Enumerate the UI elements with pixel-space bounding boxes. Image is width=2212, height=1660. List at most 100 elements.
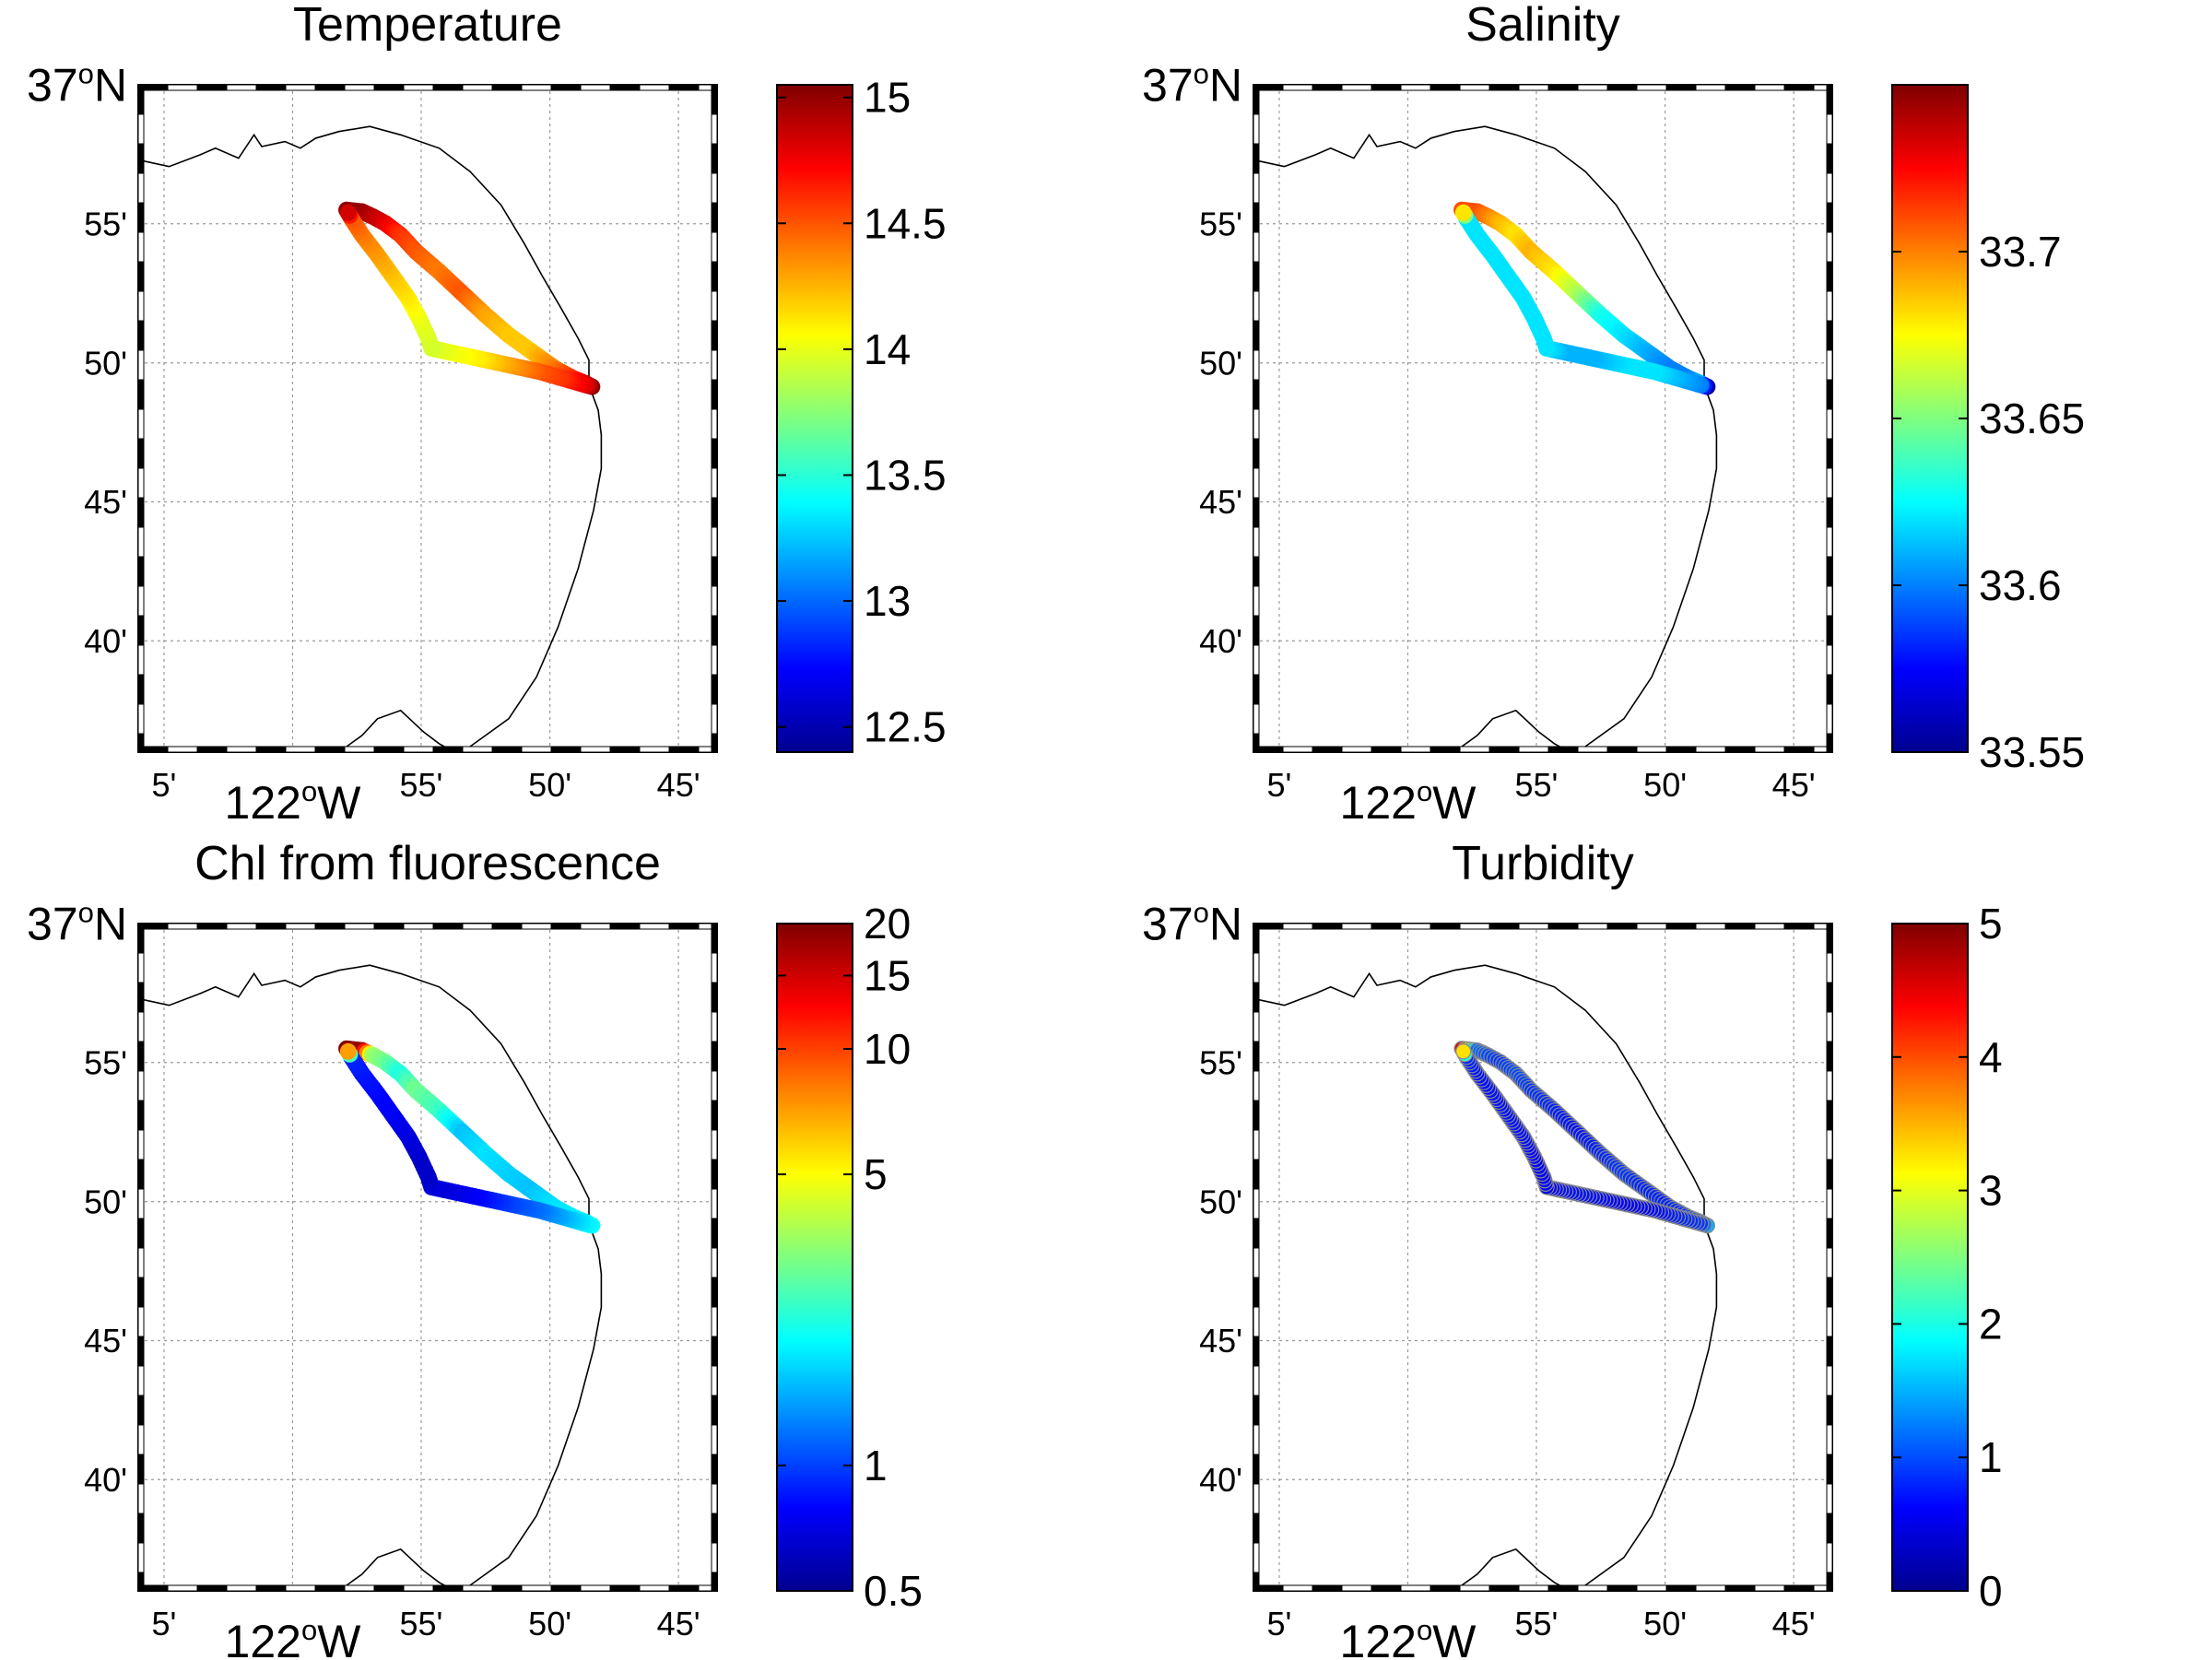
lat-tick-label: 45': [84, 1322, 127, 1360]
lon-tick-label: 122oW: [225, 775, 362, 829]
coastline: [137, 125, 603, 753]
lon-tick-label: 5': [152, 766, 177, 804]
coastline-peninsula: [1453, 709, 1571, 753]
panel-chl: Chl from fluorescence 37oN 55' 50' 45' 40' 5'…: [27, 837, 923, 1660]
panel-title: Temperature: [293, 0, 562, 52]
colorbar-tick-label: 14: [864, 325, 911, 373]
coastline-peninsula: [338, 1548, 455, 1592]
lat-tick-label: 50': [84, 1183, 127, 1220]
colorbar-gradient: [776, 923, 853, 1592]
colorbar-tick-label: 33.7: [1979, 228, 2062, 276]
lon-tick-label: 122oW: [1340, 1614, 1477, 1660]
colorbar: 33.55 33.6 33.65 33.7: [1891, 84, 2085, 776]
coastline: [1253, 125, 1718, 753]
colorbar-tick-label: 12.5: [864, 703, 947, 751]
colorbar-tick-label: 4: [1979, 1033, 2003, 1081]
track-point: [339, 1042, 357, 1060]
map-axes: 37oN 55' 50' 45' 40' 5' 122oW 55' 50' 45': [1142, 897, 1833, 1660]
panel-title: Chl from fluorescence: [194, 837, 661, 890]
lat-tick-label: 55': [1199, 205, 1242, 242]
lon-tick-label: 50': [528, 766, 571, 804]
colorbar-tick-label: 15: [864, 951, 911, 999]
lat-tick-label: 50': [1199, 344, 1242, 382]
lat-tick-label: 40': [1199, 622, 1242, 660]
lat-tick-label: 55': [1199, 1043, 1242, 1081]
lon-tick-label: 45': [1772, 1605, 1816, 1642]
colorbar-tick-label: 5: [864, 1150, 888, 1198]
colorbar-tick-label: 13: [864, 577, 911, 625]
colorbar-tick-label: 3: [1979, 1167, 2003, 1215]
panel-salinity: Salinity 37oN 55' 50' 45' 40' 5' 122oW 55' 50' 45…: [1142, 0, 2085, 829]
map-axes: 37oN 55' 50' 45' 40' 5' 122oW 55' 50' 45': [27, 897, 718, 1660]
map-frame: [137, 923, 718, 1592]
lat-tick-label: 55': [84, 1043, 127, 1081]
lat-tick-label: 45': [1199, 483, 1242, 521]
lon-tick-label: 50': [1643, 1605, 1687, 1642]
lon-tick-label: 45': [657, 766, 700, 804]
coastline: [137, 964, 603, 1592]
colorbar-tick-label: 33.55: [1979, 728, 2085, 776]
colorbar: 0 1 2 3 4 5: [1891, 900, 2003, 1615]
ship-track: [1453, 201, 1716, 395]
lat-tick-label: 45': [1199, 1322, 1242, 1360]
lat-tick-label: 37oN: [1142, 897, 1242, 950]
map-background: [1253, 85, 1832, 752]
map-axes: 37oN 55' 50' 45' 40' 5' 122oW 55' 50' 45': [27, 58, 718, 829]
ship-track: [338, 1040, 601, 1234]
track-point: [1454, 204, 1472, 221]
panel-temperature: Temperature 37oN 55' 50' 45' 40' 5' 122oW 55' 50…: [27, 0, 947, 829]
colorbar-tick-label: 1: [864, 1442, 888, 1489]
colorbar-tick-label: 15: [864, 74, 911, 122]
colorbar-gradient: [1891, 84, 1969, 753]
colorbar-tick-label: 1: [1979, 1433, 2003, 1481]
lon-tick-label: 50': [528, 1605, 571, 1642]
lat-tick-label: 50': [84, 344, 127, 382]
lat-tick-label: 37oN: [27, 897, 127, 950]
map-frame: [1253, 923, 1833, 1592]
colorbar-tick-label: 20: [864, 900, 911, 948]
lon-tick-label: 55': [400, 1605, 443, 1642]
colorbar-gradient: [776, 84, 853, 753]
lat-tick-label: 40': [1199, 1461, 1242, 1499]
lon-tick-label: 55': [1515, 766, 1559, 804]
lon-tick-label: 122oW: [225, 1614, 362, 1660]
lon-tick-label: 45': [1772, 766, 1816, 804]
map-frame: [1253, 84, 1833, 753]
colorbar-tick-label: 14.5: [864, 199, 947, 247]
lon-tick-label: 55': [1515, 1605, 1559, 1642]
coastline: [1253, 964, 1718, 1592]
lat-tick-label: 45': [84, 483, 127, 521]
lat-tick-label: 37oN: [27, 58, 127, 112]
lon-tick-label: 55': [400, 766, 443, 804]
ship-track: [338, 201, 601, 395]
panel-title: Salinity: [1465, 0, 1620, 52]
colorbar: 12.5 13 13.5 14 14.5 15: [776, 74, 947, 753]
colorbar-tick-label: 33.65: [1979, 394, 2085, 442]
lon-tick-label: 45': [657, 1605, 700, 1642]
lon-tick-label: 5': [152, 1605, 177, 1642]
panel-title: Turbidity: [1452, 837, 1633, 890]
map-frame: [137, 84, 718, 753]
colorbar-tick-label: 13.5: [864, 451, 947, 499]
track-point: [1455, 1043, 1472, 1060]
colorbar-tick-label: 2: [1979, 1300, 2003, 1348]
colorbar-tick-label: 0.5: [864, 1567, 923, 1615]
lon-tick-label: 5': [1267, 1605, 1292, 1642]
lat-tick-label: 37oN: [1142, 58, 1242, 112]
colorbar-tick-label: 5: [1979, 900, 2003, 948]
lon-tick-label: 122oW: [1340, 775, 1477, 829]
lat-tick-label: 50': [1199, 1183, 1242, 1220]
lon-tick-label: 50': [1643, 766, 1687, 804]
lat-tick-label: 40': [84, 622, 127, 660]
colorbar-tick-label: 10: [864, 1025, 911, 1073]
lon-tick-label: 5': [1267, 766, 1292, 804]
map-axes: 37oN 55' 50' 45' 40' 5' 122oW 55' 50' 45': [1142, 58, 1833, 829]
panel-turbidity: Turbidity 37oN 55' 50' 45' 40' 5' 122oW 55' 50' 4…: [1142, 837, 2003, 1660]
map-background: [1253, 924, 1832, 1591]
coastline-peninsula: [338, 709, 455, 753]
colorbar-gradient: [1891, 923, 1969, 1592]
ship-track: [1453, 1041, 1715, 1234]
map-background: [138, 924, 717, 1591]
